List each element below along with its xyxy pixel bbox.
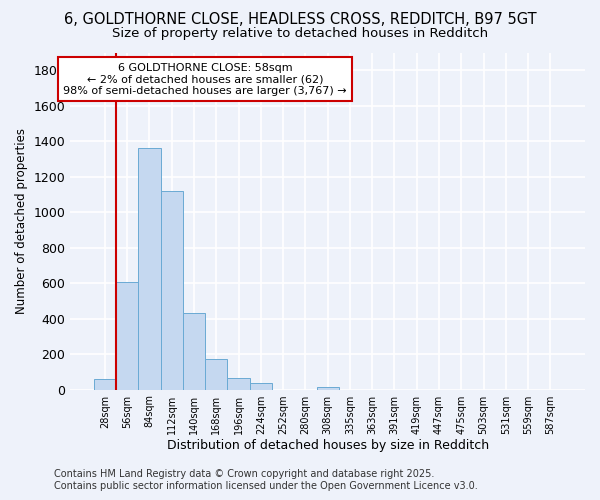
Bar xyxy=(227,378,250,390)
Bar xyxy=(138,148,161,390)
Bar xyxy=(94,378,116,390)
Text: Size of property relative to detached houses in Redditch: Size of property relative to detached ho… xyxy=(112,28,488,40)
Bar xyxy=(116,282,138,390)
Bar xyxy=(205,358,227,390)
Y-axis label: Number of detached properties: Number of detached properties xyxy=(15,128,28,314)
Bar xyxy=(161,191,183,390)
Text: 6 GOLDTHORNE CLOSE: 58sqm
← 2% of detached houses are smaller (62)
98% of semi-d: 6 GOLDTHORNE CLOSE: 58sqm ← 2% of detach… xyxy=(63,62,347,96)
Bar xyxy=(183,314,205,390)
Text: 6, GOLDTHORNE CLOSE, HEADLESS CROSS, REDDITCH, B97 5GT: 6, GOLDTHORNE CLOSE, HEADLESS CROSS, RED… xyxy=(64,12,536,28)
Text: Contains HM Land Registry data © Crown copyright and database right 2025.
Contai: Contains HM Land Registry data © Crown c… xyxy=(54,470,478,491)
Bar xyxy=(317,387,339,390)
X-axis label: Distribution of detached houses by size in Redditch: Distribution of detached houses by size … xyxy=(167,440,489,452)
Bar xyxy=(250,384,272,390)
